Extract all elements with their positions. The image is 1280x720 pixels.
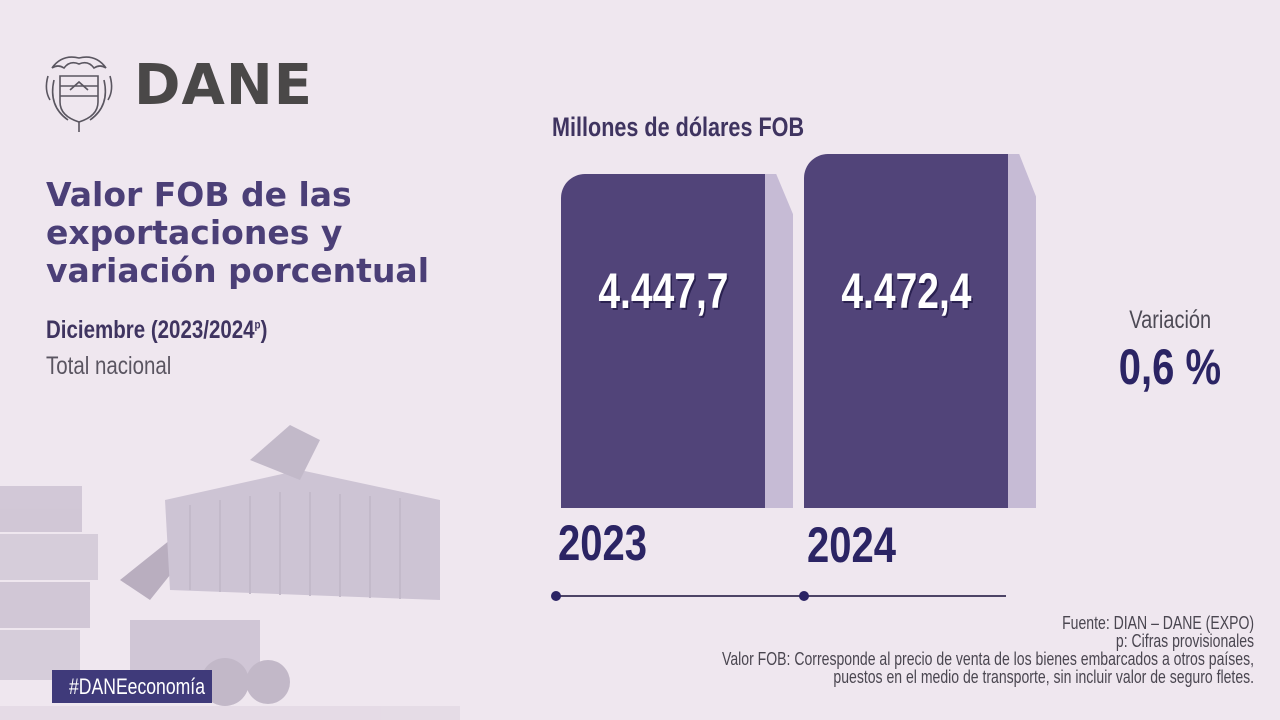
axis-dot-2024	[799, 591, 809, 601]
year-label-2023: 2023	[558, 515, 647, 571]
page-title: Valor FOB de las exportaciones y variaci…	[46, 176, 526, 290]
x-axis-line	[556, 595, 1006, 597]
unit-label: Millones de dólares FOB	[552, 112, 805, 142]
title-line-3: variación porcentual	[46, 251, 430, 290]
bar-2024: 4.472,4	[804, 154, 1036, 508]
scope-label: Total nacional	[46, 352, 172, 380]
bar-value-label: 4.472,4	[840, 263, 972, 319]
bar-2023: 4.447,7	[561, 174, 793, 508]
provisional-note: p: Cifras provisionales	[1115, 631, 1254, 651]
bar-face: 4.472,4	[804, 154, 1008, 508]
period-label: Diciembre (2023/2024p)	[46, 316, 268, 344]
source-text: Fuente: DIAN – DANE (EXPO)	[1062, 613, 1254, 633]
title-line-1: Valor FOB de las	[46, 175, 352, 214]
fob-definition-1: Valor FOB: Corresponde al precio de vent…	[722, 649, 1254, 669]
bar-face: 4.447,7	[561, 174, 765, 508]
bar-shadow	[1008, 154, 1036, 508]
fob-definition-2: puestos en el medio de transporte, sin i…	[833, 667, 1254, 687]
hashtag-badge: #DANEeconomía	[52, 670, 212, 703]
variation-value: 0,6 %	[1118, 339, 1222, 395]
coat-of-arms-icon	[45, 56, 113, 132]
source-notes: Fuente: DIAN – DANE (EXPO) p: Cifras pro…	[572, 614, 1254, 686]
year-label-2024: 2024	[807, 517, 896, 573]
axis-dot-2023	[551, 591, 561, 601]
bar-shadow	[765, 174, 793, 508]
container-crane-photo	[0, 425, 460, 720]
title-line-2: exportaciones y	[46, 213, 343, 252]
variation-label: Variación	[1129, 306, 1211, 334]
bar-value-label: 4.447,7	[597, 263, 729, 319]
dane-logo-text: DANE	[134, 53, 313, 118]
